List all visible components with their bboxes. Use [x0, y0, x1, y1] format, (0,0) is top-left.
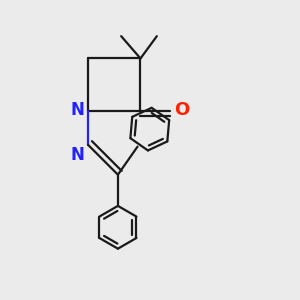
Text: N: N [70, 146, 84, 164]
Text: N: N [70, 101, 84, 119]
Text: O: O [174, 101, 189, 119]
